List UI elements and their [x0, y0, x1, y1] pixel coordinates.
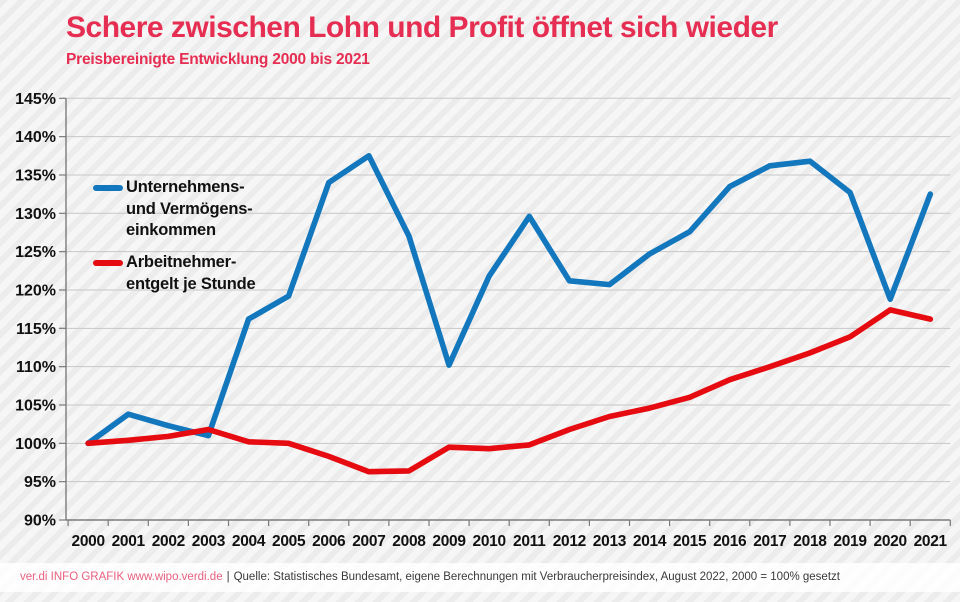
chart-subtitle: Preisbereinigte Entwicklung 2000 bis 202… — [66, 51, 370, 68]
y-axis-label: 120% — [15, 282, 56, 299]
x-axis-label: 2001 — [112, 533, 146, 550]
y-axis-label: 105% — [15, 397, 56, 414]
x-axis-label: 2015 — [673, 533, 707, 550]
x-axis-label: 2002 — [152, 533, 185, 550]
x-axis-label: 2007 — [352, 533, 385, 550]
x-axis-label: 2004 — [232, 533, 266, 550]
x-axis-label: 2020 — [874, 533, 907, 550]
y-axis-label: 140% — [15, 129, 56, 146]
chart-title: Schere zwischen Lohn und Profit öffnet s… — [66, 11, 778, 44]
legend-item-unternehmenseinkommen: Unternehmens- und Vermögens- einkommen — [93, 177, 253, 242]
x-axis-label: 2000 — [72, 533, 105, 550]
y-axis-label: 125% — [15, 244, 56, 261]
x-axis-label: 2018 — [793, 533, 827, 550]
x-axis-label: 2003 — [192, 533, 226, 550]
y-axis-label: 95% — [24, 474, 56, 491]
x-axis-label: 2013 — [593, 533, 627, 550]
legend-label: Arbeitnehmer- entgelt je Stunde — [126, 252, 256, 295]
footer-separator: | — [226, 571, 230, 583]
y-axis-label: 115% — [16, 321, 56, 338]
blue-line-swatch-icon — [93, 185, 123, 191]
red-line-swatch-icon — [93, 260, 123, 266]
x-axis-label: 2010 — [473, 533, 506, 550]
legend-label-line: Arbeitnehmer- — [126, 253, 237, 271]
x-axis-label: 2021 — [914, 533, 948, 550]
footer-bar: ver.di INFO GRAFIK www.wipo.verdi.de | Que… — [0, 563, 960, 592]
legend-label-line: einkommen — [126, 221, 216, 239]
legend-label-line: entgelt je Stunde — [126, 274, 256, 293]
footer-source: Quelle: Statistisches Bundesamt, eigene … — [233, 571, 840, 583]
legend-item-arbeitnehmerentgelt: Arbeitnehmer- entgelt je Stunde — [93, 252, 256, 295]
x-axis-label: 2014 — [633, 533, 667, 550]
y-axis-label: 135% — [15, 167, 56, 184]
x-axis-label: 2017 — [753, 533, 786, 550]
y-axis-label: 100% — [15, 436, 56, 453]
legend-label: Unternehmens- und Vermögens- einkommen — [126, 177, 253, 242]
x-axis-label: 2009 — [432, 533, 466, 550]
y-axis-label: 145% — [15, 91, 56, 108]
x-axis-label: 2011 — [513, 533, 546, 550]
x-axis-label: 2005 — [272, 533, 306, 550]
y-axis-label: 130% — [15, 206, 56, 223]
x-axis-label: 2016 — [713, 533, 747, 550]
series-line-unternehmens-und-vermoegenseinkommen — [85, 153, 934, 447]
y-axis-label: 90% — [24, 513, 56, 530]
y-axis-label: 110% — [16, 359, 56, 376]
legend-label-line: und Vermögens- — [126, 199, 253, 218]
x-axis-label: 2006 — [312, 533, 346, 550]
footer-brand: ver.di INFO GRAFIK www.wipo.verdi.de — [20, 571, 223, 583]
legend-label-line: Unternehmens- — [126, 178, 245, 196]
x-axis-label: 2012 — [553, 533, 586, 550]
x-axis-label: 2019 — [833, 533, 867, 550]
x-axis-label: 2008 — [392, 533, 426, 550]
series-line-arbeitnehmerentgelt-je-stunde — [85, 307, 934, 475]
